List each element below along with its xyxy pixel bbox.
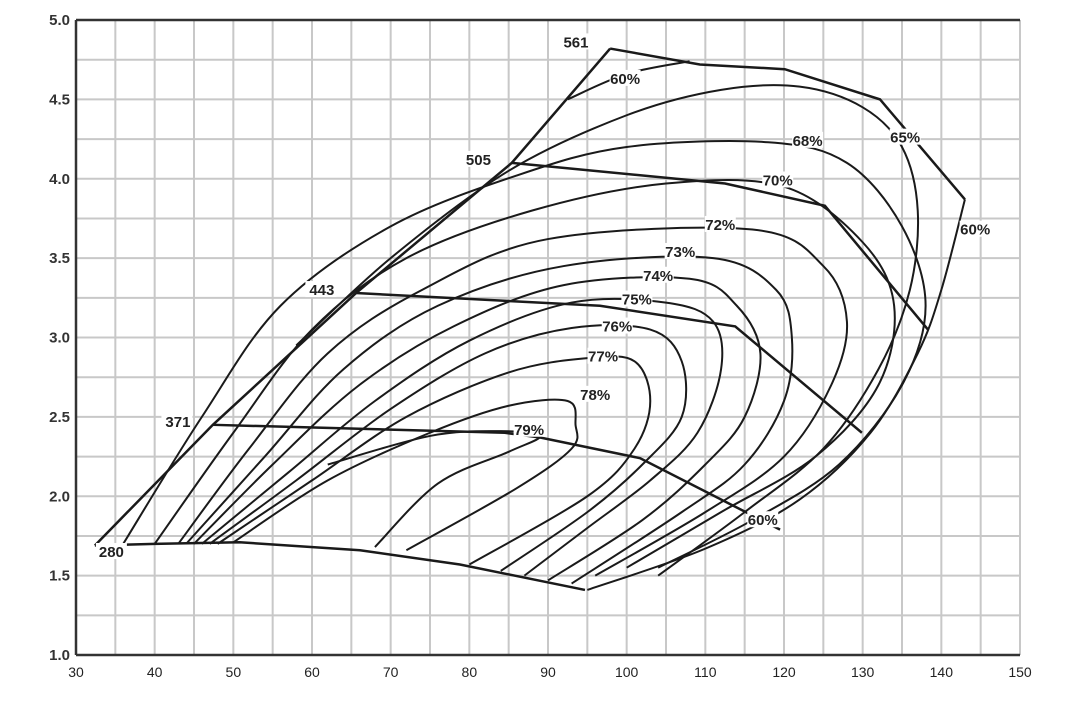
x-tick-label: 80 xyxy=(462,664,478,680)
efficiency-label: 65% xyxy=(890,130,920,147)
efficiency-label-bg xyxy=(587,347,619,364)
efficiency-label-bg xyxy=(747,511,779,528)
speed-label: 443 xyxy=(309,282,334,299)
curve-labels: 280 371 443 505 561 79% 78% 77% 76% 75% 74% 73% 72% 7… xyxy=(95,33,991,561)
y-tick-label: 3.0 xyxy=(49,330,70,347)
speed-label-bg xyxy=(559,33,591,50)
speed-label: 280 xyxy=(99,544,124,561)
efficiency-label: 60% xyxy=(960,222,990,239)
efficiency-contour xyxy=(185,255,794,585)
efficiency-label: 68% xyxy=(793,133,823,150)
x-tick-label: 100 xyxy=(615,664,639,680)
efficiency-label-bg xyxy=(959,220,991,237)
efficiency-label-bg xyxy=(889,128,921,145)
surge-line xyxy=(93,47,612,547)
efficiency-label-bg xyxy=(621,290,653,307)
x-tick-label: 140 xyxy=(930,664,954,680)
speed-label: 371 xyxy=(165,414,190,431)
efficiency-label: 76% xyxy=(602,319,632,336)
efficiency-label: 60% xyxy=(748,512,778,529)
x-tick-label: 150 xyxy=(1008,664,1032,680)
speed-line xyxy=(94,541,586,592)
efficiency-contour xyxy=(295,84,920,577)
efficiency-label-bg xyxy=(762,171,794,188)
efficiency-label-bg xyxy=(609,69,641,86)
efficiency-label-bg xyxy=(579,385,611,402)
efficiency-label: 79% xyxy=(514,422,544,439)
speed-lines xyxy=(93,47,966,592)
y-tick-label: 4.0 xyxy=(49,171,70,188)
x-tick-label: 120 xyxy=(772,664,796,680)
efficiency-label: 70% xyxy=(763,173,793,190)
efficiency-label-bg xyxy=(704,215,736,232)
speed-line xyxy=(355,291,863,434)
axes: 30 40 50 60 70 80 90 100 110 120 130 140 150 1.0 1.5 2.… xyxy=(49,12,1032,680)
efficiency-contour xyxy=(587,199,966,591)
x-tick-label: 130 xyxy=(851,664,875,680)
speed-label-bg xyxy=(461,150,493,167)
efficiency-label: 75% xyxy=(622,292,652,309)
efficiency-label-bg xyxy=(664,242,696,259)
efficiency-label: 73% xyxy=(665,244,695,261)
x-tick-label: 50 xyxy=(226,664,242,680)
efficiency-label-bg xyxy=(792,131,824,148)
efficiency-contour xyxy=(232,398,579,552)
y-tick-label: 1.0 xyxy=(49,647,70,664)
speed-line xyxy=(212,423,781,531)
speed-line xyxy=(511,161,929,331)
efficiency-label-bg xyxy=(642,266,674,283)
efficiency-contours xyxy=(122,60,966,591)
y-tick-label: 5.0 xyxy=(49,12,70,29)
x-tick-label: 110 xyxy=(694,664,717,680)
speed-label-bg xyxy=(95,542,127,559)
efficiency-label: 72% xyxy=(705,217,735,234)
speed-label: 505 xyxy=(466,152,491,169)
efficiency-contour xyxy=(177,226,849,577)
efficiency-label-bg xyxy=(513,420,545,437)
y-tick-label: 4.5 xyxy=(49,91,70,108)
y-tick-label: 2.5 xyxy=(49,409,70,426)
y-tick-label: 2.0 xyxy=(49,488,70,505)
y-tick-label: 1.5 xyxy=(49,568,70,585)
speed-label-bg xyxy=(161,412,193,429)
speed-label: 561 xyxy=(563,34,588,51)
speed-label-bg xyxy=(305,281,337,298)
efficiency-contour xyxy=(122,140,927,569)
efficiency-label: 74% xyxy=(643,268,673,285)
efficiency-label: 77% xyxy=(588,349,618,366)
x-tick-label: 70 xyxy=(383,664,399,680)
efficiency-label: 78% xyxy=(580,387,610,404)
efficiency-label-bg xyxy=(601,317,633,334)
x-tick-label: 30 xyxy=(68,664,84,680)
efficiency-contour xyxy=(201,297,724,577)
grid xyxy=(75,19,1021,656)
efficiency-label: 60% xyxy=(610,71,640,88)
efficiency-contour xyxy=(193,276,762,582)
x-tick-label: 40 xyxy=(147,664,163,680)
x-tick-label: 90 xyxy=(540,664,556,680)
x-tick-label: 60 xyxy=(304,664,320,680)
y-tick-label: 3.5 xyxy=(49,250,70,267)
